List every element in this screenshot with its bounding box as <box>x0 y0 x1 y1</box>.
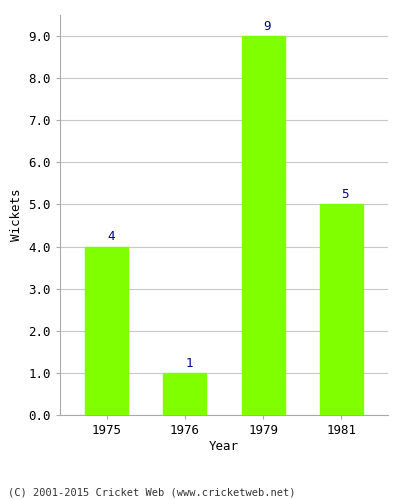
Text: 5: 5 <box>341 188 349 201</box>
Bar <box>164 373 206 415</box>
Bar <box>320 204 363 415</box>
X-axis label: Year: Year <box>209 440 239 453</box>
Text: (C) 2001-2015 Cricket Web (www.cricketweb.net): (C) 2001-2015 Cricket Web (www.cricketwe… <box>8 488 296 498</box>
Y-axis label: Wickets: Wickets <box>10 188 23 242</box>
Text: 1: 1 <box>185 356 193 370</box>
Bar <box>85 246 128 415</box>
Text: 9: 9 <box>263 20 271 32</box>
Bar <box>242 36 284 415</box>
Text: 4: 4 <box>107 230 114 243</box>
